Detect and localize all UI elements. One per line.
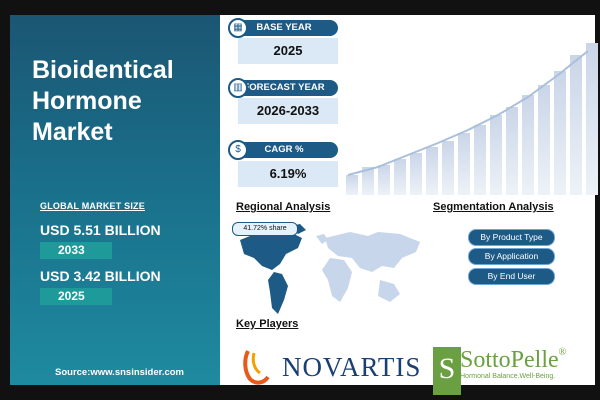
segmentation-analysis-title: Segmentation Analysis <box>433 201 554 213</box>
cagr-value: 6.19% <box>238 161 338 187</box>
sottopelle-logo: SottoPelle® <box>460 347 567 373</box>
segment-by-end-user: By End User <box>468 268 555 285</box>
base-year-value: 2025 <box>238 38 338 64</box>
title-line-1: Bioidentical <box>32 56 174 84</box>
year-pill-2033: 2033 <box>40 242 112 259</box>
year-pill-2025: 2025 <box>40 288 112 305</box>
source-text: Source:www.snsinsider.com <box>55 367 184 378</box>
chart-icon: ▥ <box>228 78 248 98</box>
calendar-icon: ▦ <box>228 18 248 38</box>
right-panel: BASE YEAR ▦ 2025 FORECAST YEAR ▥ 2026-20… <box>220 15 598 395</box>
sottopelle-tagline: Hormonal Balance.Well-Being. <box>460 373 556 380</box>
growth-icon: $ <box>228 140 248 160</box>
regional-analysis-title: Regional Analysis <box>236 201 331 213</box>
key-players-title: Key Players <box>236 318 299 330</box>
title-line-2: Hormone <box>32 87 142 115</box>
growth-bars-graphic <box>346 43 598 195</box>
forecast-year-value: 2026-2033 <box>238 98 338 124</box>
market-value-2033: USD 5.51 BILLION <box>40 222 161 238</box>
title-line-3: Market <box>32 118 113 146</box>
novartis-logo-icon <box>243 350 270 385</box>
segment-by-product-type: By Product Type <box>468 229 555 246</box>
novartis-logo: NOVARTIS <box>282 352 422 382</box>
left-panel: Bioidentical Hormone Market GLOBAL MARKE… <box>10 15 220 385</box>
cagr-header: CAGR % <box>230 142 338 158</box>
market-value-2025: USD 3.42 BILLION <box>40 268 161 284</box>
sottopelle-logo-mark: S <box>433 347 461 395</box>
forecast-year-header: FORECAST YEAR <box>230 80 338 96</box>
global-market-size-label: GLOBAL MARKET SIZE <box>40 201 145 211</box>
page-title: Bioidentical Hormone Market <box>32 55 222 148</box>
segment-by-application: By Application <box>468 248 555 265</box>
world-map <box>240 224 420 314</box>
base-year-header: BASE YEAR <box>230 20 338 36</box>
region-share-badge: 41.72% share <box>232 222 298 236</box>
